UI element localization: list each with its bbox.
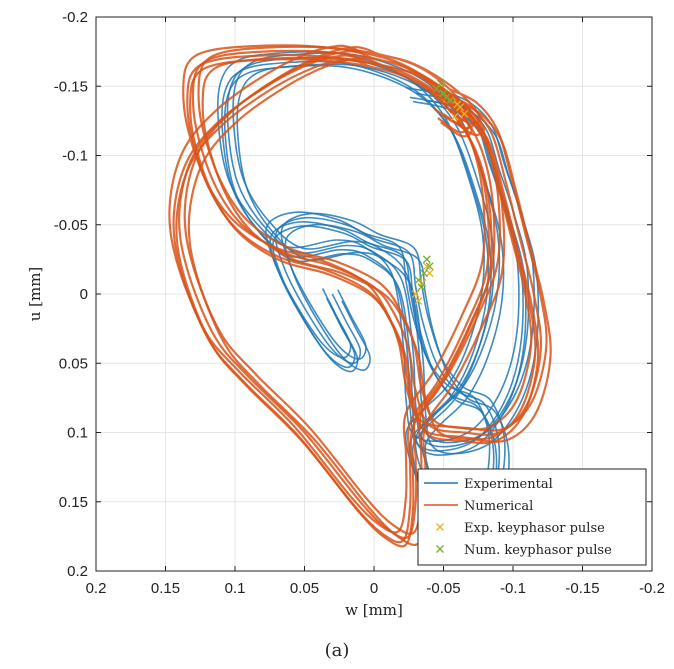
experimental-series-line [221, 60, 524, 529]
keyphasor-marker [414, 276, 423, 285]
legend-entry: Numerical [464, 499, 533, 514]
numerical-series-line [187, 56, 552, 547]
keyphasor-marker [414, 296, 423, 305]
x-tick-label: -0.1 [500, 580, 526, 597]
x-tick-label: -0.05 [426, 580, 460, 597]
legend-entry: Experimental [464, 477, 553, 492]
figure-caption: (a) [324, 640, 350, 661]
x-tick-label: 0.2 [86, 580, 107, 597]
keyphasor-marker [460, 109, 469, 118]
x-tick-label: 0.15 [151, 580, 180, 597]
keyphasor-marker [456, 103, 465, 111]
keyphasor-marker [446, 96, 455, 105]
keyphasor-marker [436, 79, 445, 88]
y-tick-label: -0.2 [62, 9, 88, 26]
y-tick-label: 0.2 [67, 563, 88, 580]
keyphasor-marker [420, 269, 428, 278]
legend-entry: Exp. keyphasor pulse [464, 521, 605, 536]
experimental-series-line [232, 52, 536, 521]
x-tick-label: 0 [370, 580, 378, 597]
keyphasor-marker [411, 290, 420, 298]
y-tick-label: -0.05 [54, 217, 88, 234]
keyphasor-marker [439, 89, 448, 98]
plot-area [168, 44, 552, 548]
legend-entry: Num. keyphasor pulse [464, 543, 612, 558]
x-tick-label: 0.1 [225, 580, 246, 597]
legend-box [417, 468, 647, 566]
y-tick-label: -0.1 [62, 148, 88, 165]
x-tick-label: 0.05 [290, 580, 319, 597]
x-tick-label: -0.15 [565, 580, 599, 597]
ticks: 0.2 0.15 0.1 0.05 0 -0.05 -0.1 -0.15 -0.2 -0.2 -0.… [54, 9, 665, 597]
numerical-series-line [175, 58, 540, 548]
y-tick-label: 0.15 [59, 494, 88, 511]
keyphasor-marker [450, 112, 459, 121]
y-axis-label: u [mm] [26, 267, 44, 322]
y-tick-label: 0 [80, 286, 88, 303]
keyphasor-marker [442, 93, 451, 102]
keyphasor-marker [425, 262, 434, 271]
x-tick-label: -0.2 [639, 580, 665, 597]
y-tick-label: -0.15 [54, 78, 88, 95]
numerical-series-line [178, 49, 543, 540]
legend: Experimental Numerical Exp. keyphasor puls… [417, 468, 647, 566]
legend-marker [436, 523, 444, 531]
experimental-series-line [223, 64, 527, 533]
experimental-series-line [216, 50, 520, 519]
legend-marker [436, 545, 444, 553]
keyphasor-marker [417, 283, 426, 292]
keyphasor-marker [422, 262, 431, 271]
y-tick-label: 0.05 [59, 355, 88, 372]
y-tick-label: 0.1 [67, 425, 88, 442]
keyphasor-marker [422, 255, 431, 264]
x-axis-label: w [mm] [345, 601, 403, 619]
keyphasor-marker [432, 85, 441, 93]
